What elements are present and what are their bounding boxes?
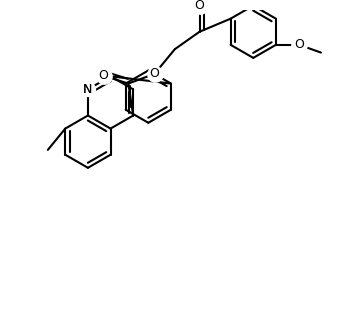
Text: O: O — [294, 38, 304, 51]
Text: O: O — [195, 0, 205, 12]
Text: N: N — [83, 83, 93, 96]
Text: O: O — [150, 68, 159, 80]
Text: O: O — [99, 69, 109, 82]
Text: N: N — [83, 83, 93, 96]
